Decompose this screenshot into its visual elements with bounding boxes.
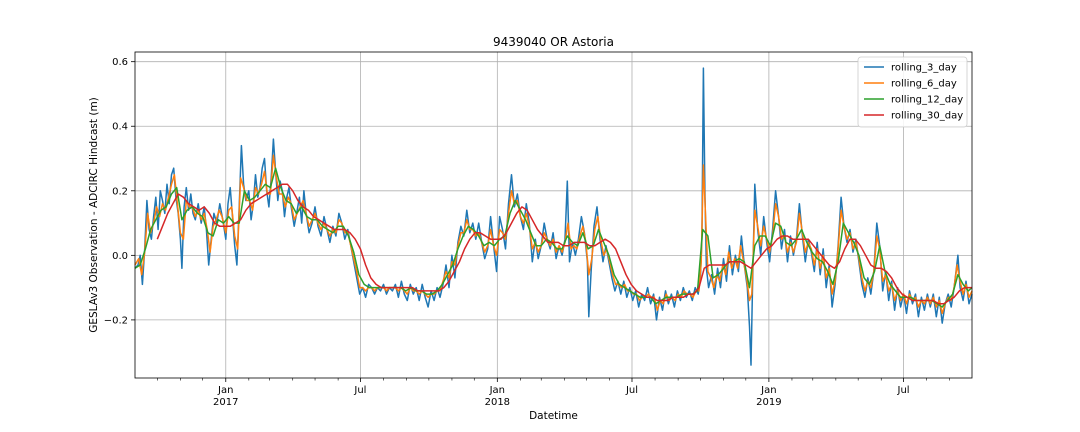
chart-title: 9439040 OR Astoria <box>493 35 614 49</box>
y-tick-label: 0.4 <box>112 122 128 133</box>
x-tick-label: Jan <box>489 385 505 396</box>
x-tick-label: Jan <box>217 385 233 396</box>
legend-entry-label: rolling_6_day <box>891 79 957 90</box>
y-tick-label: 0.0 <box>112 251 128 262</box>
x-tick-label: Jul <box>897 385 910 396</box>
legend-entry-label: rolling_3_day <box>891 63 957 74</box>
y-axis: −0.2 0.0 0.2 0.4 0.6 <box>104 57 135 326</box>
grid <box>135 52 972 378</box>
legend-entry-label: rolling_30_day <box>891 111 963 122</box>
plot-area <box>135 52 972 378</box>
series-layer <box>134 67 973 366</box>
x-tick-label: Jan <box>760 385 776 396</box>
legend: rolling_3_day rolling_6_day rolling_12_day… <box>857 56 968 128</box>
y-axis-label: GESLAv3 Observation - ADCIRC Hindcast (m… <box>88 97 100 333</box>
legend-box <box>857 56 968 128</box>
x-axis-label: Datetime <box>529 410 578 422</box>
legend-entry-label: rolling_12_day <box>891 95 963 106</box>
x-tick-year-label: 2018 <box>485 397 510 408</box>
x-tick-year-label: 2019 <box>756 397 781 408</box>
x-tick-year-label: 2017 <box>213 397 238 408</box>
x-tick-label: Jul <box>625 385 638 396</box>
plot-frame <box>134 51 973 379</box>
y-tick-label: −0.2 <box>104 315 128 326</box>
x-tick-label: Jul <box>353 385 366 396</box>
series-line-rolling-12-day <box>134 167 973 308</box>
series-line-rolling-30-day <box>156 183 972 305</box>
series-line-rolling-6-day <box>134 154 973 315</box>
y-tick-label: 0.2 <box>112 186 128 197</box>
y-tick-label: 0.6 <box>112 57 128 68</box>
